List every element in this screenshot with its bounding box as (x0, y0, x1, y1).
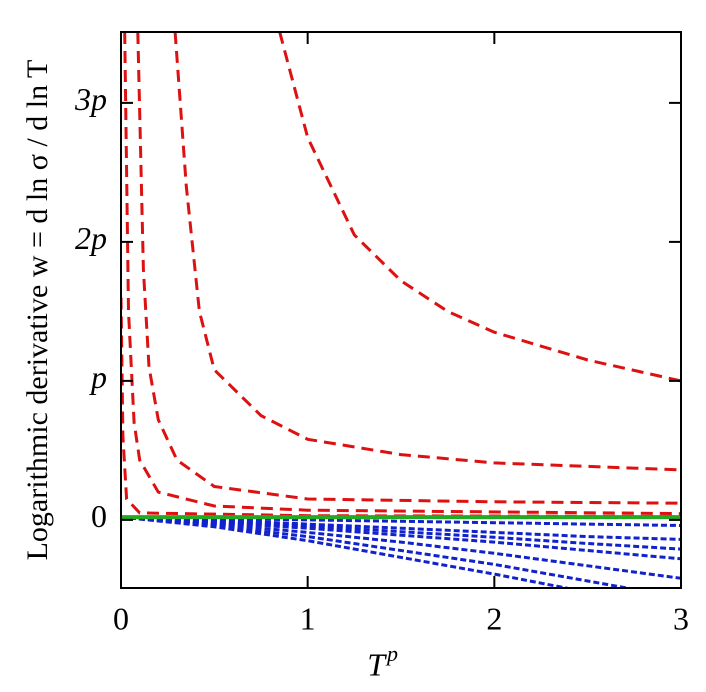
series-line (121, 297, 681, 518)
y-tick-label: p (89, 359, 107, 395)
x-axis-label-sup: p (385, 641, 398, 666)
series-line (173, 32, 681, 472)
y-tick-label: 2p (75, 220, 107, 256)
plot-frame (120, 31, 682, 589)
y-tick-label: 3p (74, 81, 107, 117)
series-line (278, 32, 681, 383)
x-axis-label: T (367, 646, 387, 682)
x-tick-label: 3 (673, 600, 689, 636)
series-line (123, 32, 681, 516)
x-tick-label: 1 (300, 600, 316, 636)
x-tick-label: 2 (486, 600, 502, 636)
x-tick-label: 0 (113, 600, 129, 636)
y-tick-label: 0 (91, 498, 107, 534)
series-line (136, 32, 681, 505)
series-line (121, 515, 574, 588)
y-axis-label: Logarithmic derivative w = d ln σ / d ln… (21, 60, 54, 561)
plot-area (121, 32, 681, 588)
